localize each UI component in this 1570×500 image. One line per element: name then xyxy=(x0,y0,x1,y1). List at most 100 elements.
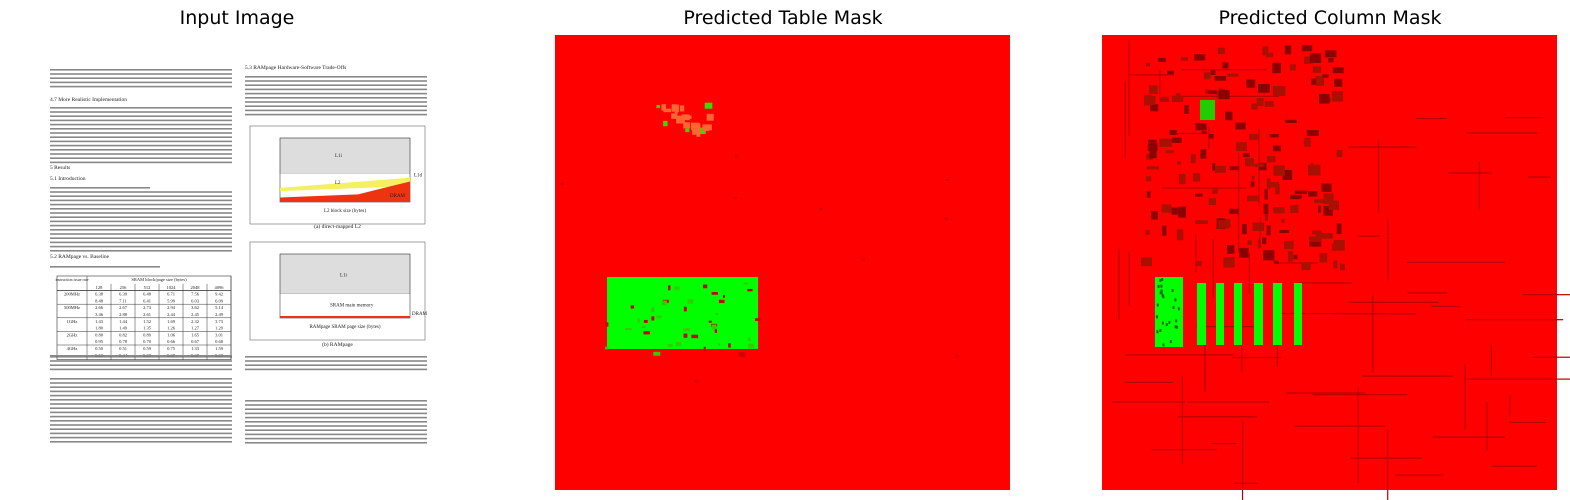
text-line xyxy=(50,216,232,218)
column-region xyxy=(1234,283,1242,345)
mask-blob xyxy=(1195,193,1203,197)
column-region xyxy=(1273,283,1282,345)
text-line xyxy=(50,85,232,88)
mask-blob xyxy=(1323,206,1334,216)
text-line xyxy=(245,421,427,423)
mask-speck xyxy=(955,355,959,358)
mask-blob xyxy=(1208,133,1214,139)
mask-line xyxy=(1466,319,1564,321)
mask-blob xyxy=(1336,149,1343,158)
mask-blob xyxy=(1210,70,1216,75)
text-line xyxy=(50,420,232,422)
mask-line xyxy=(1466,378,1570,380)
mask-speck xyxy=(1175,319,1178,323)
text-line xyxy=(50,128,232,130)
mask-speck xyxy=(643,331,650,335)
text-line xyxy=(50,368,232,371)
mask-line xyxy=(1112,401,1186,403)
mask-speck xyxy=(637,318,640,323)
mask-blob xyxy=(1145,229,1150,235)
mask-speck xyxy=(692,126,701,135)
mask-speck xyxy=(661,300,667,306)
table-cell: 1.59 xyxy=(215,346,224,351)
mask-speck xyxy=(674,110,678,114)
mask-line xyxy=(1296,282,1352,284)
mask-line xyxy=(1508,421,1547,424)
mask-blob xyxy=(1319,94,1330,104)
table-cell: 1.49 xyxy=(119,326,128,331)
mask-speck xyxy=(704,102,713,109)
mask-blob xyxy=(1229,208,1239,214)
mask-blob xyxy=(1141,257,1153,267)
mask-blob xyxy=(1203,72,1211,80)
mask-blob xyxy=(1195,123,1207,131)
mask-blob xyxy=(1336,223,1342,235)
table-cell: 0.67 xyxy=(191,339,200,344)
row-label: 1GHz xyxy=(67,319,78,324)
mask-speck xyxy=(625,328,632,331)
mask-speck xyxy=(651,307,655,313)
mask-line xyxy=(1151,449,1217,451)
mask-blob xyxy=(1157,57,1166,62)
area-l2 xyxy=(280,177,410,192)
text-line xyxy=(50,415,232,418)
text-line xyxy=(50,245,232,248)
mask-blob xyxy=(1272,145,1281,152)
mask-line xyxy=(1504,116,1544,119)
text-line xyxy=(50,428,232,430)
mask-line xyxy=(1181,376,1184,464)
mask-blob xyxy=(1205,89,1209,94)
mask-line xyxy=(1204,315,1206,393)
mask-speck xyxy=(747,343,755,349)
mask-line xyxy=(1387,429,1389,500)
mask-blob xyxy=(1273,165,1286,176)
mask-blob xyxy=(1275,89,1279,93)
text-line xyxy=(50,220,232,223)
mask-blob xyxy=(1315,232,1323,239)
mask-blob xyxy=(1208,90,1218,95)
figure-caption: (a) direct-mapped L2 xyxy=(314,223,361,230)
mask-blob xyxy=(1246,79,1256,88)
mask-line xyxy=(1431,305,1461,308)
mask-speck xyxy=(703,346,706,352)
mask-line xyxy=(1466,132,1538,134)
mask-blob xyxy=(1200,149,1207,159)
text-line xyxy=(50,107,232,109)
mask-blob xyxy=(1175,93,1181,99)
mask-line xyxy=(1362,375,1453,377)
mask-blob xyxy=(1281,218,1285,223)
mask-line xyxy=(1241,421,1244,500)
text-line xyxy=(50,153,232,155)
mask-blob xyxy=(1284,45,1292,55)
mask-blob xyxy=(1332,67,1344,74)
mask-line xyxy=(1208,127,1210,150)
mask-speck xyxy=(605,346,609,350)
text-line xyxy=(50,195,232,197)
mask-blob xyxy=(1339,263,1345,271)
text-line xyxy=(245,412,427,415)
mask-blob xyxy=(1289,64,1296,71)
curve-label: L1d xyxy=(414,173,423,178)
mask-blob xyxy=(1328,57,1334,63)
table-cell: 3.46 xyxy=(95,312,104,317)
text-line xyxy=(50,132,232,134)
mask-blob xyxy=(1218,220,1230,229)
mask-blob xyxy=(1267,155,1276,163)
mask-speck xyxy=(718,299,725,304)
text-line xyxy=(50,77,232,79)
table-cell: 0.70 xyxy=(143,339,152,344)
mask-blob xyxy=(1294,190,1308,194)
row-label: 200MHz xyxy=(64,292,80,297)
mask-blob xyxy=(1309,241,1322,247)
mask-blob xyxy=(1290,194,1302,200)
mask-blob xyxy=(1311,230,1322,235)
mask-blob xyxy=(1226,245,1235,254)
text-line xyxy=(50,407,232,409)
mask-speck xyxy=(560,182,564,185)
mask-blob xyxy=(1225,111,1233,121)
mask-speck xyxy=(683,328,690,332)
text-line xyxy=(245,433,427,436)
mask-speck xyxy=(681,114,690,121)
mask-blob xyxy=(1167,70,1175,75)
mask-blob xyxy=(1283,240,1294,250)
